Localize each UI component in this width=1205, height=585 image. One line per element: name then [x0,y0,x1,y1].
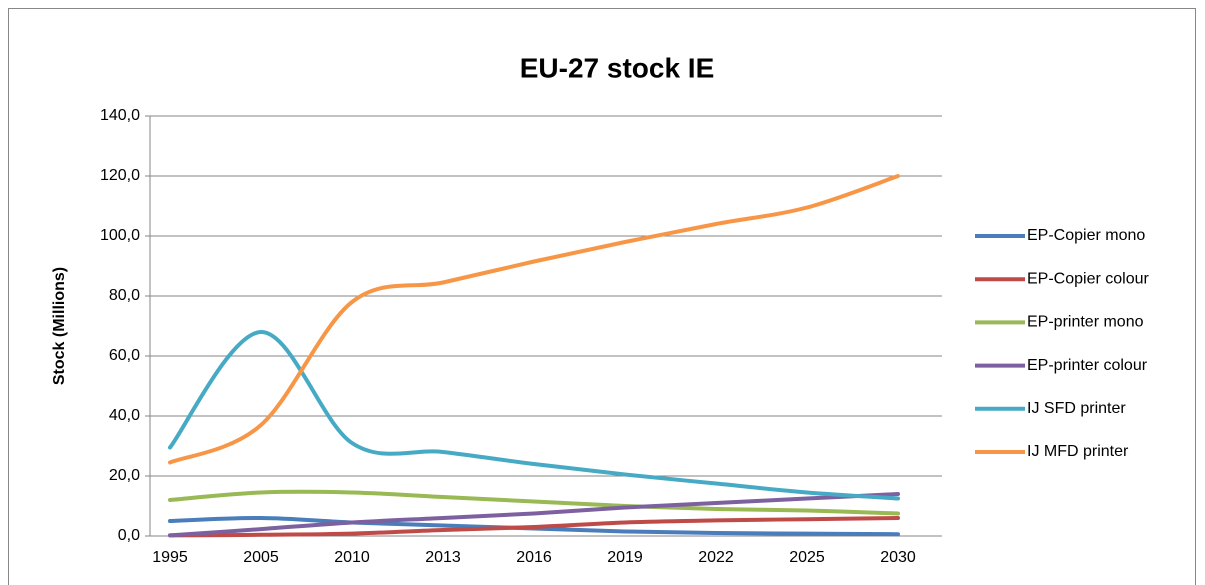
legend-label: EP-Copier colour [1027,270,1150,287]
chart-title: EU-27 stock IE [520,52,715,83]
y-tick-label: 0,0 [118,527,140,544]
legend-label: IJ SFD printer [1027,400,1126,417]
x-tick-label: 2019 [607,549,643,566]
x-tick-label: 2030 [880,549,916,566]
y-tick-label: 140,0 [100,107,140,124]
y-tick-label: 120,0 [100,167,140,184]
y-tick-label: 40,0 [109,407,140,424]
x-tick-label: 2022 [698,549,734,566]
legend-label: IJ MFD printer [1027,443,1129,460]
series-line [168,492,900,538]
legend-label: EP-Copier mono [1027,227,1145,244]
y-tick-label: 60,0 [109,347,140,364]
x-tick-label: 1995 [152,549,188,566]
series-line [168,174,900,465]
y-tick-label: 100,0 [100,227,140,244]
y-tick-label: 20,0 [109,467,140,484]
chart-border [8,8,1196,585]
series-line [168,329,900,501]
y-tick-label: 80,0 [109,287,140,304]
x-tick-label: 2005 [243,549,279,566]
legend-label: EP-printer colour [1027,357,1148,374]
x-tick-label: 2025 [789,549,825,566]
series-line [168,489,900,516]
x-tick-label: 2016 [516,549,552,566]
x-tick-label: 2010 [334,549,370,566]
series-line [168,516,900,538]
legend-label: EP-printer mono [1027,314,1144,331]
x-tick-label: 2013 [425,549,461,566]
y-axis-label: Stock (Millions) [51,267,68,385]
